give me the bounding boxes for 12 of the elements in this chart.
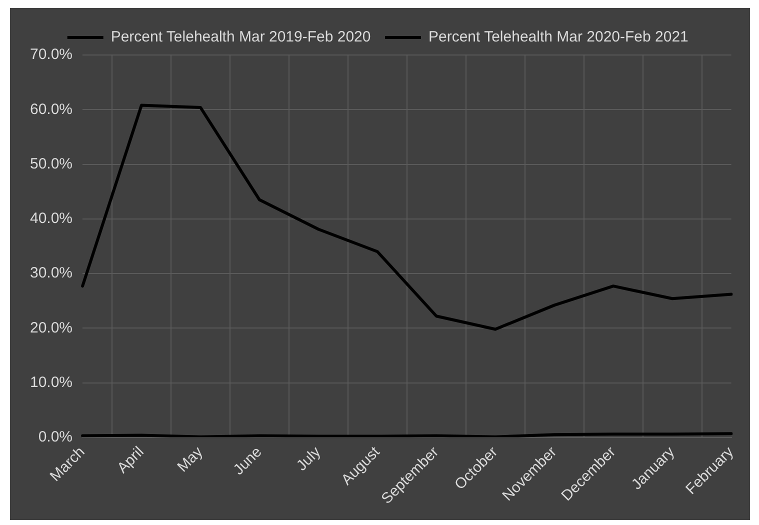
y-tick-label: 20.0% xyxy=(30,319,73,336)
y-tick-label: 30.0% xyxy=(30,264,73,282)
x-tick-label: July xyxy=(293,443,325,474)
y-tick-label: 50.0% xyxy=(30,155,73,172)
y-tick-label: 40.0% xyxy=(30,210,73,228)
y-tick-label: 10.0% xyxy=(30,374,73,391)
y-tick-label: 0.0% xyxy=(38,428,73,446)
y-tick-label: 60.0% xyxy=(30,100,73,118)
legend-label: Percent Telehealth Mar 2019-Feb 2020 xyxy=(110,28,371,46)
legend-label: Percent Telehealth Mar 2020-Feb 2021 xyxy=(428,28,688,46)
x-tick-label: May xyxy=(174,443,207,476)
y-tick-label: 70.0% xyxy=(30,46,73,64)
